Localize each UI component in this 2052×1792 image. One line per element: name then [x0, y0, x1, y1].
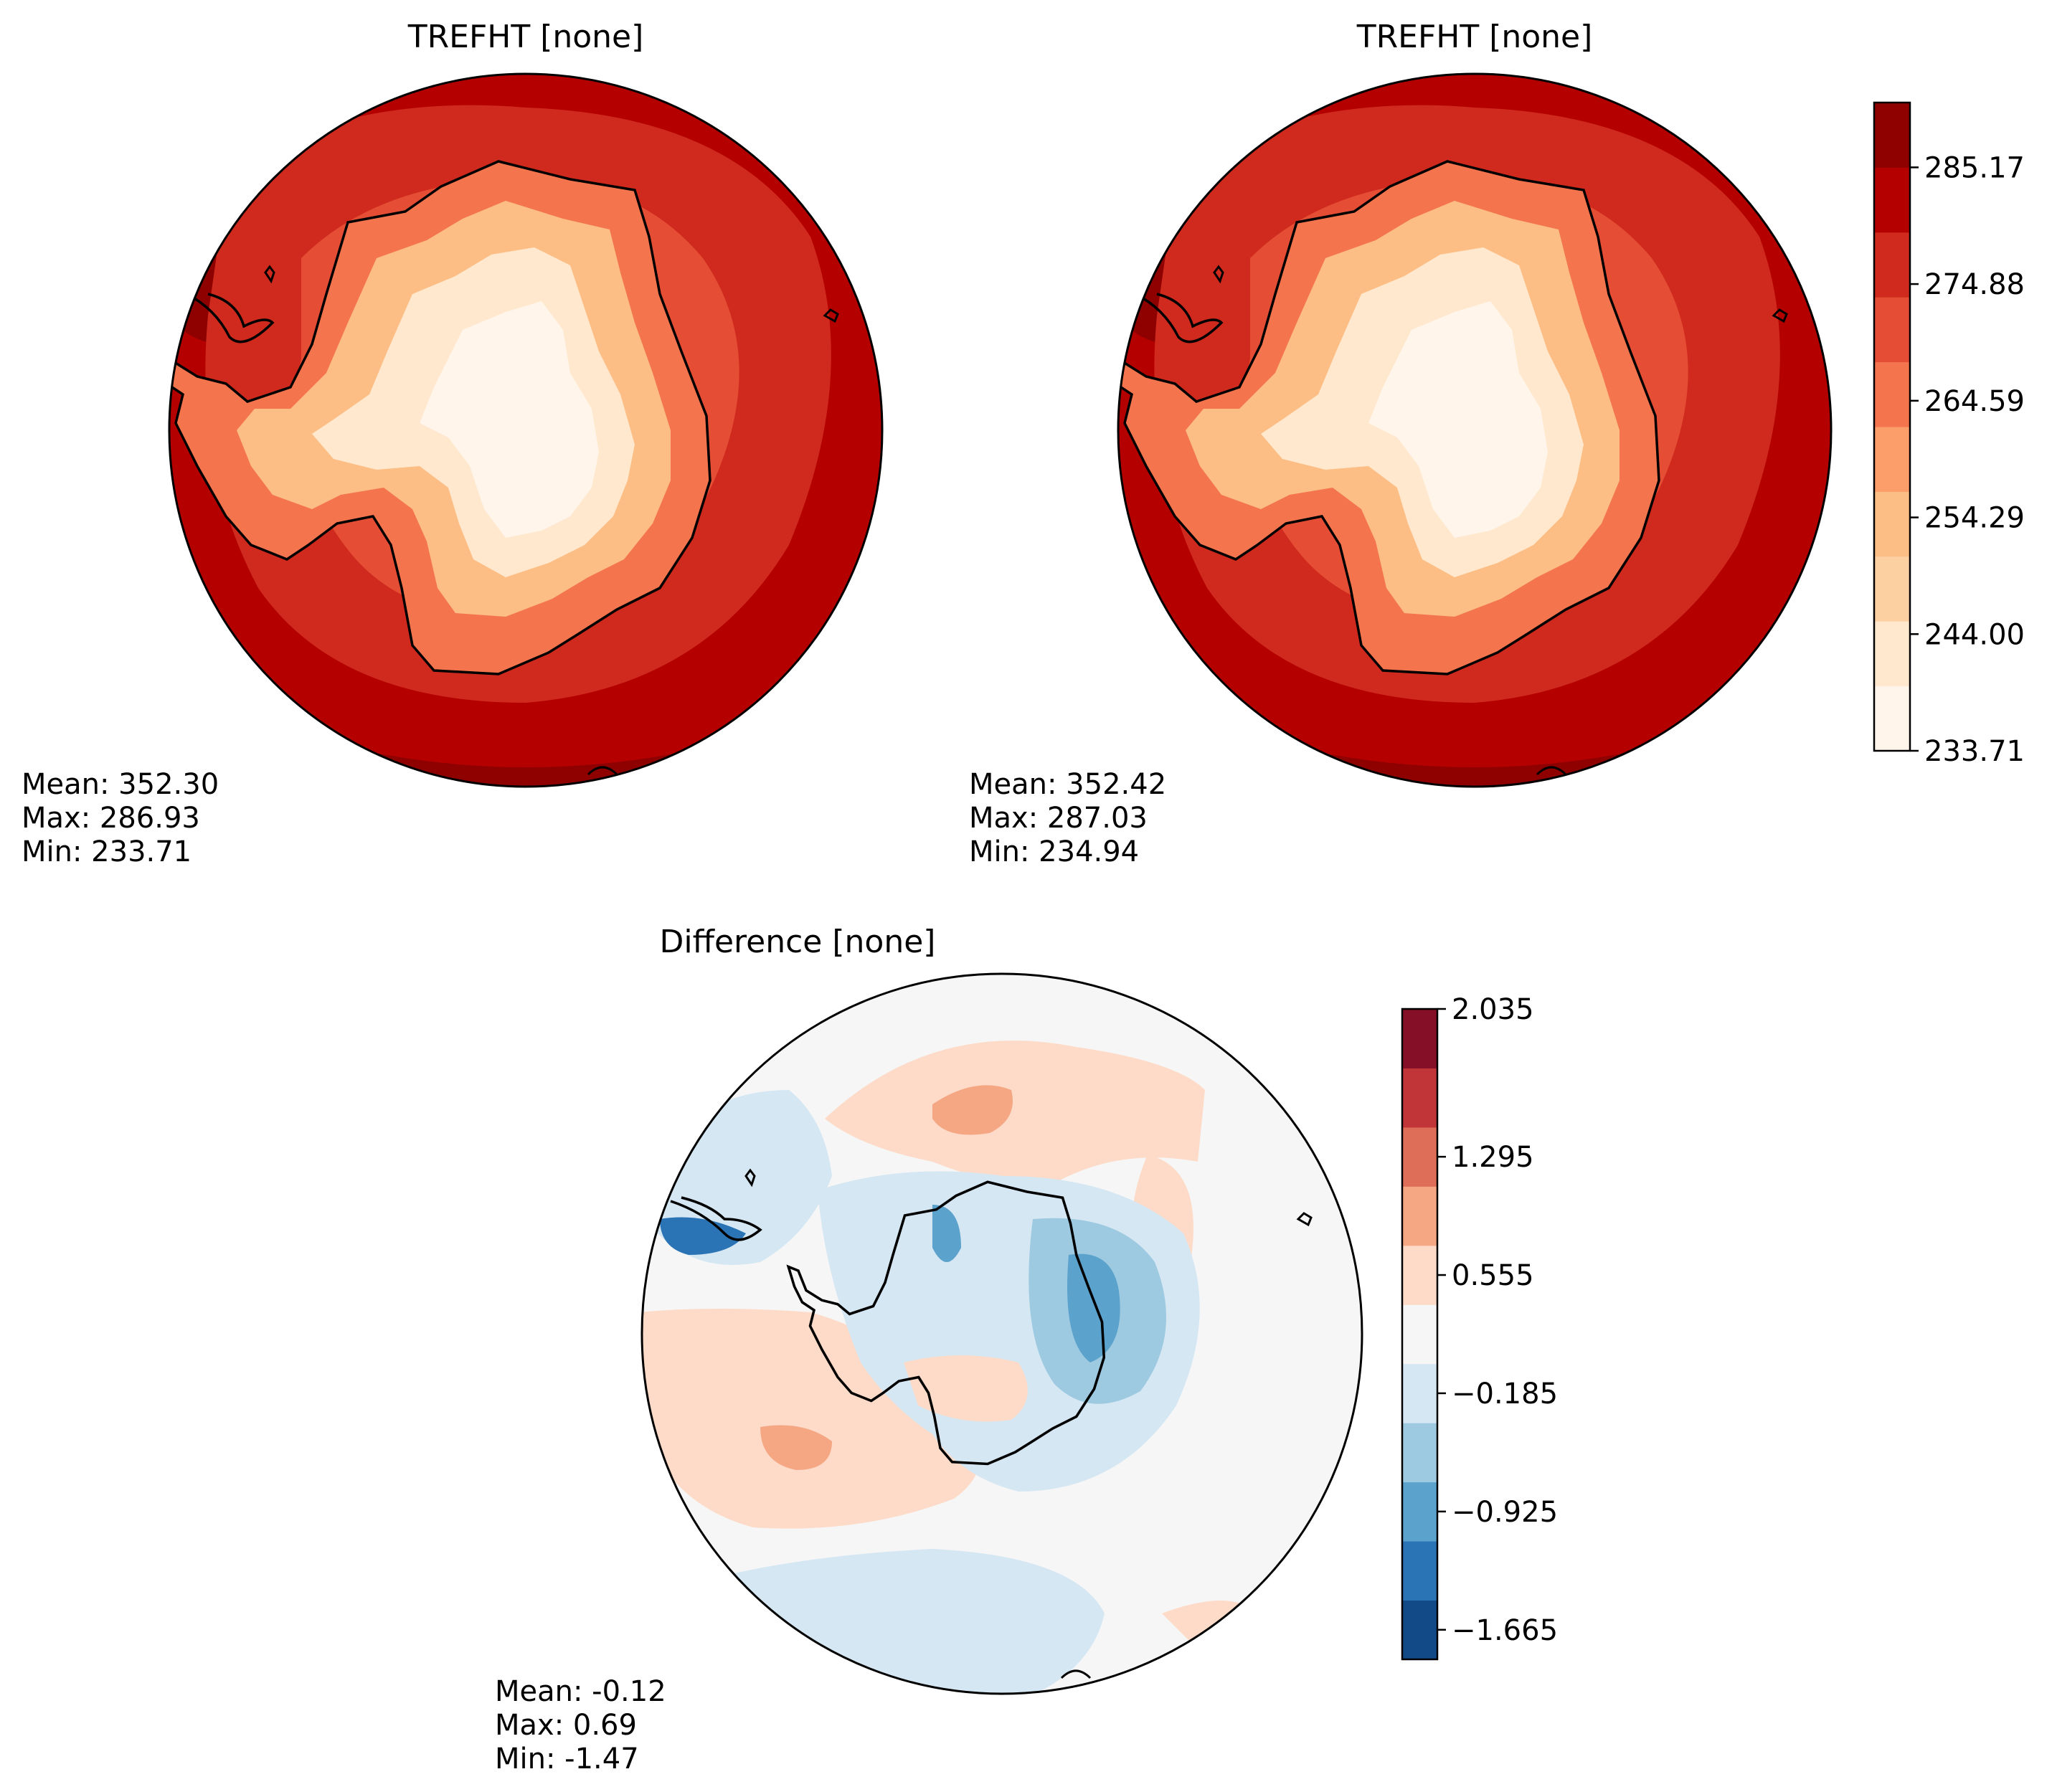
diff-positive-top-strong: [932, 1085, 1013, 1135]
diff-colorbar-tick-label: 0.555: [1452, 1259, 1534, 1292]
left-map-border: [168, 72, 884, 788]
diff-negative-strong-left: [660, 1217, 746, 1255]
diff-colorbar-tick-label: 1.295: [1452, 1141, 1534, 1174]
diff-stat-max: Max: 0.69: [495, 1709, 637, 1742]
diff-positive-center: [904, 1355, 1028, 1422]
left-panel: TREFHT [none] Mean: 352.30 Max: 286.93 M…: [22, 19, 884, 868]
right-stat-max: Max: 287.03: [969, 802, 1148, 835]
diff-stat-mean: Mean: -0.12: [495, 1675, 666, 1708]
difference-colorbar: −1.665 −0.925 −0.185 0.555 1.295 2.035: [1401, 993, 1558, 1661]
temp-colorbar-segment: [1874, 232, 1910, 298]
difference-panel-title: Difference [none]: [660, 924, 936, 960]
left-map: [169, 74, 882, 787]
diff-negative-peninsula: [932, 1205, 961, 1262]
diff-positive-top: [825, 1040, 1205, 1185]
temp-colorbar-segment: [1874, 427, 1910, 492]
temp-colorbar-segment: [1874, 297, 1910, 363]
temp-colorbar-tick-label: 233.71: [1924, 735, 2025, 768]
diff-colorbar-segment: [1402, 1186, 1437, 1246]
left-stat-max: Max: 286.93: [22, 802, 200, 835]
diff-peninsula-coast: [670, 1196, 762, 1241]
diff-colorbar-segment: [1402, 1304, 1437, 1365]
temp-colorbar-segment: [1874, 556, 1910, 622]
left-stat-min: Min: 233.71: [22, 835, 192, 868]
right-map-border: [1117, 72, 1833, 788]
diff-colorbar-border: [1401, 1008, 1439, 1661]
diff-colorbar-segment: [1402, 1482, 1437, 1542]
diff-colorbar-segment: [1402, 1600, 1437, 1660]
diff-positive-bottomright: [1162, 1601, 1248, 1642]
diff-negative-bottom: [646, 1549, 1105, 1694]
temp-colorbar-tick-label: 264.59: [1924, 385, 2025, 418]
diff-positive-left-strong: [760, 1425, 832, 1470]
left-stat-mean: Mean: 352.30: [22, 768, 219, 801]
diff-colorbar-tick-label: −0.925: [1452, 1496, 1558, 1529]
temp-colorbar-tick-label: 244.00: [1924, 618, 2025, 651]
temperature-colorbar: 233.71 244.00 254.29 264.59 274.88 285.17: [1873, 101, 2025, 768]
temp-colorbar-segment: [1874, 361, 1910, 427]
temp-colorbar-tick-label: 285.17: [1924, 151, 2025, 184]
diff-colorbar-segment: [1402, 1068, 1437, 1128]
diff-colorbar-segment: [1402, 1127, 1437, 1187]
temp-colorbar-segment: [1874, 103, 1910, 168]
temp-colorbar-segment: [1874, 167, 1910, 233]
right-island-coast: [1213, 265, 1788, 776]
left-peninsula-coast: [186, 293, 275, 343]
temp-colorbar-segment: [1874, 491, 1910, 557]
temp-colorbar-segment: [1874, 621, 1910, 687]
temp-colorbar-tick-label: 254.29: [1924, 502, 2025, 535]
right-panel-title: TREFHT [none]: [1356, 19, 1593, 55]
diff-island-coast: [744, 1168, 1313, 1679]
diff-colorbar-segment: [1402, 1541, 1437, 1601]
diff-colorbar-tick-label: −1.665: [1452, 1614, 1558, 1647]
temp-colorbar-border: [1873, 101, 1911, 752]
diff-colorbar-segment: [1402, 1423, 1437, 1483]
temp-colorbar-tick-label: 274.88: [1924, 268, 2025, 301]
diff-stat-min: Min: -1.47: [495, 1743, 639, 1776]
left-panel-title: TREFHT [none]: [407, 19, 644, 55]
temp-colorbar-segment: [1874, 686, 1910, 752]
diff-colorbar-tick-label: 2.035: [1452, 993, 1534, 1026]
difference-map-border: [640, 972, 1363, 1695]
diff-negative-continent-strong: [1067, 1253, 1120, 1362]
right-peninsula-coast: [1135, 293, 1224, 343]
diff-colorbar-segment: [1402, 1009, 1437, 1068]
right-map: [1118, 74, 1831, 787]
right-panel: TREFHT [none] Mean: 352.42 Max: 287.03 M…: [969, 19, 1833, 868]
diff-colorbar-tick-label: −0.185: [1452, 1378, 1558, 1411]
left-island-coast: [264, 265, 839, 776]
difference-panel: Difference [none] Mean: -0.12 Max:: [495, 924, 1363, 1776]
diff-colorbar-segment: [1402, 1363, 1437, 1423]
difference-map: [642, 974, 1362, 1694]
right-stat-min: Min: 234.94: [969, 835, 1139, 868]
right-stat-mean: Mean: 352.42: [969, 768, 1166, 801]
diff-colorbar-segment: [1402, 1245, 1437, 1305]
